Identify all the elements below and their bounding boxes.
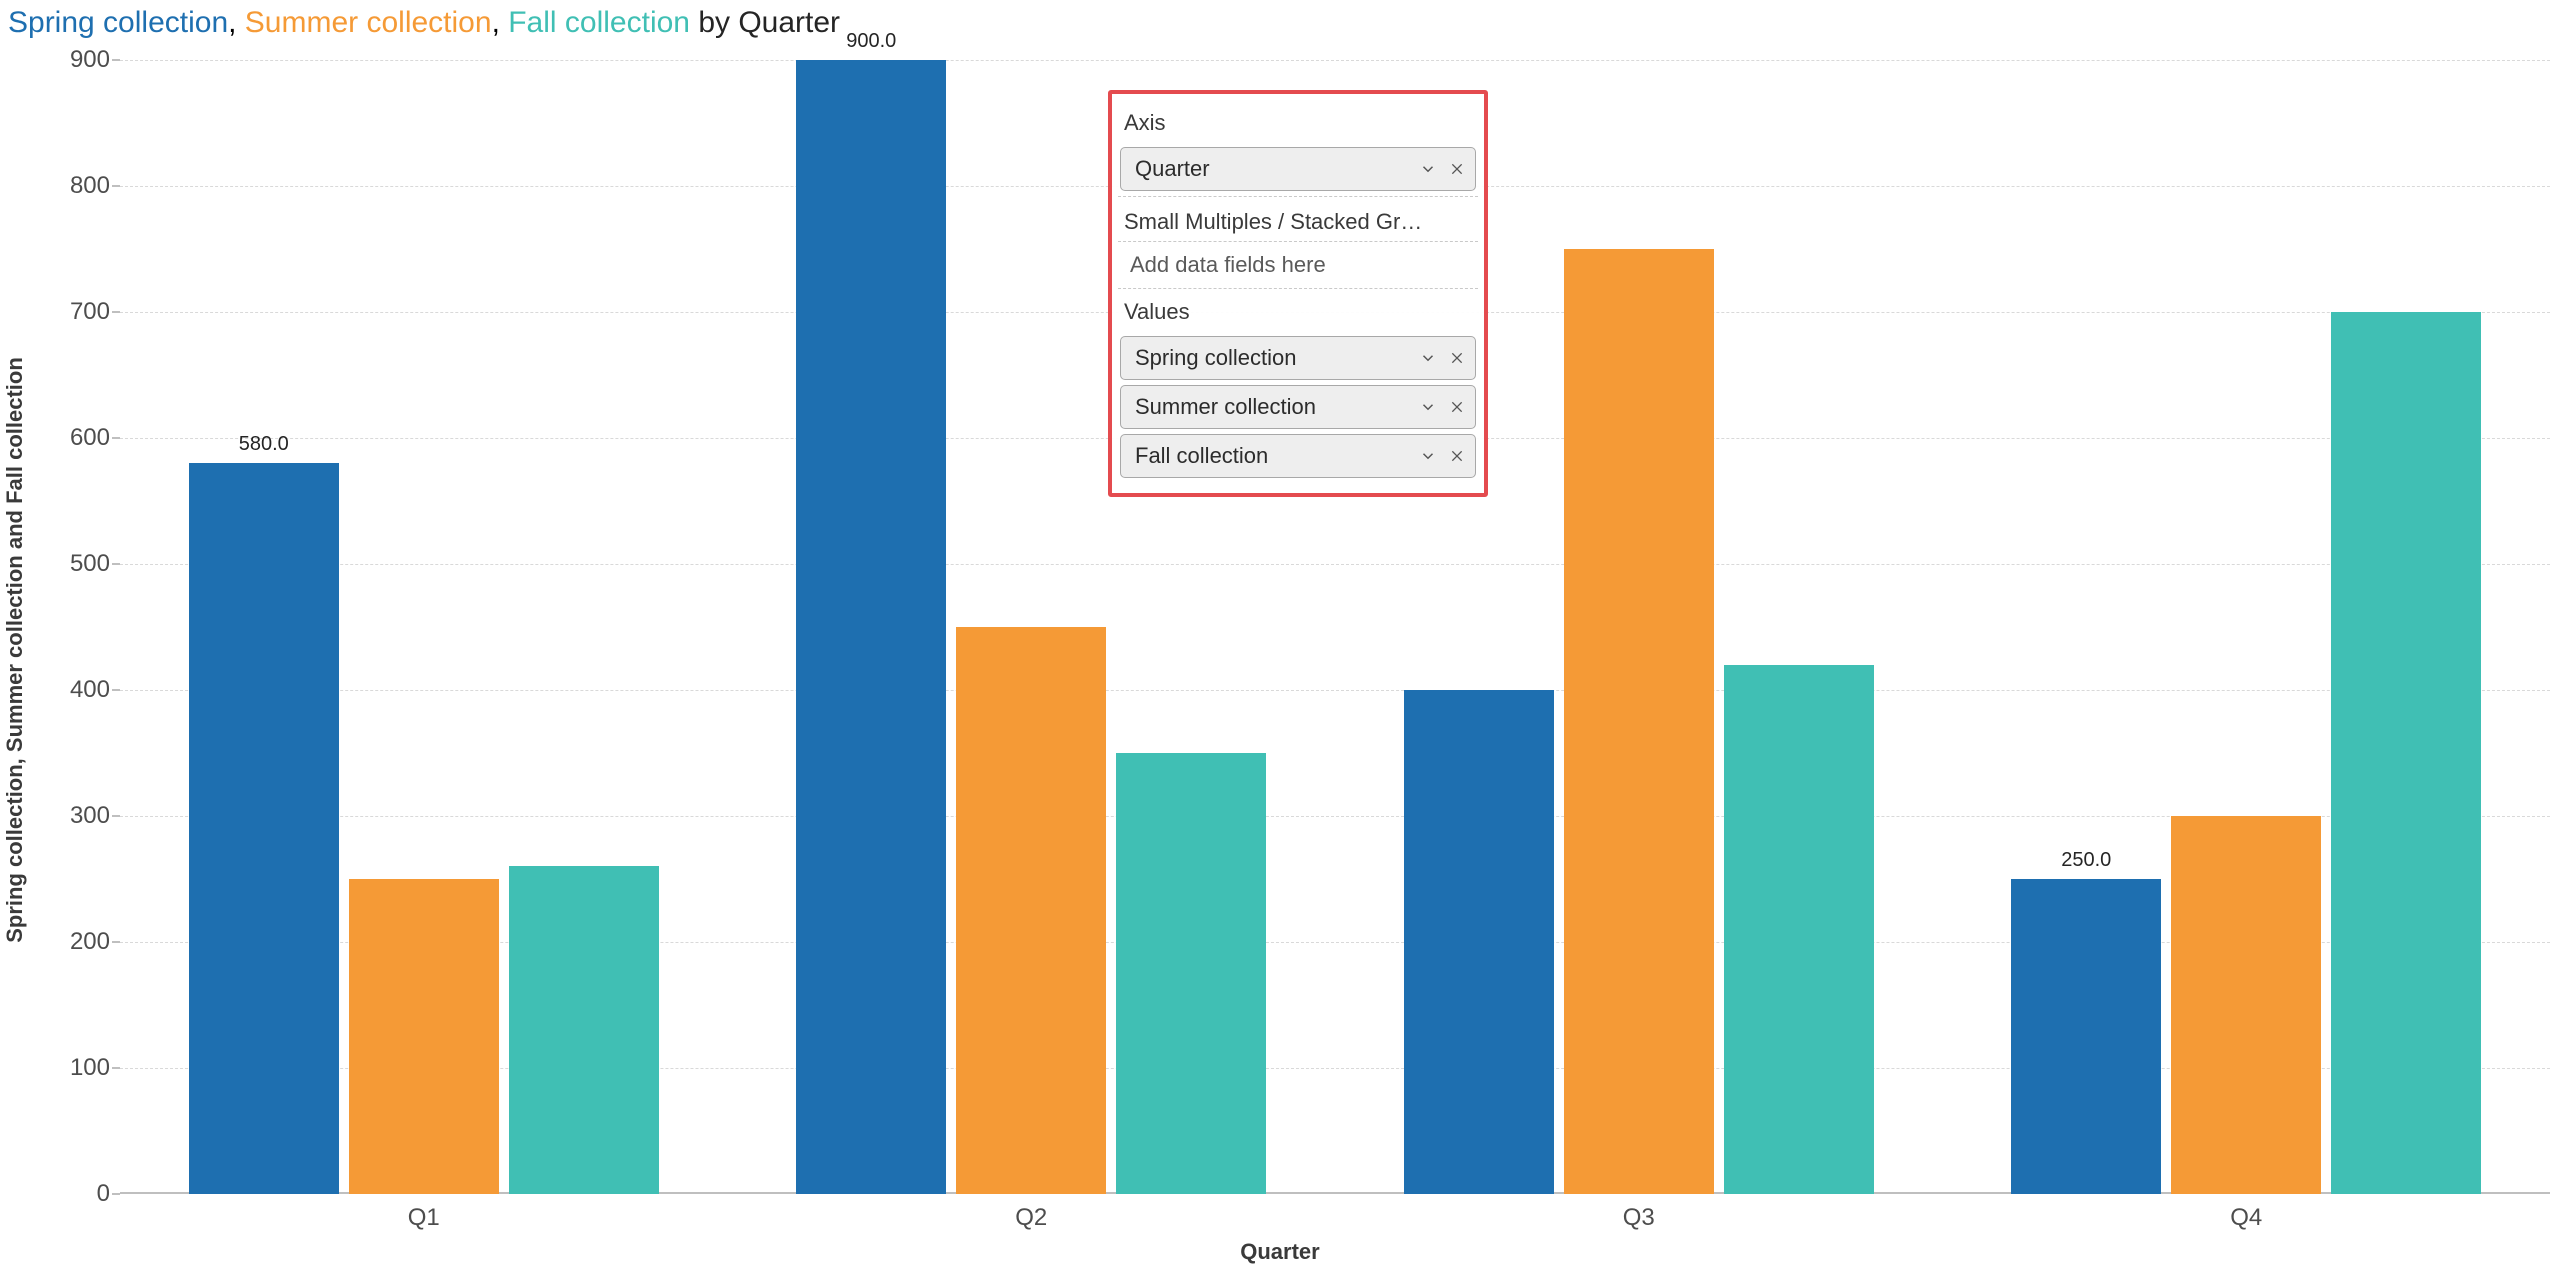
- y-tick-mark: [112, 185, 120, 187]
- bar[interactable]: 250.0: [2011, 879, 2161, 1194]
- y-tick-mark: [112, 815, 120, 817]
- small-multiples-dropzone[interactable]: Add data fields here: [1118, 241, 1478, 289]
- gridline: [120, 60, 2550, 61]
- y-tick: 400: [70, 676, 110, 704]
- close-icon[interactable]: [1449, 448, 1465, 464]
- data-label: 580.0: [239, 433, 289, 456]
- bar[interactable]: [1116, 753, 1266, 1194]
- bar[interactable]: 900.0: [796, 60, 946, 1194]
- field-pill-label: Summer collection: [1135, 394, 1316, 420]
- x-tick: Q3: [1623, 1204, 1655, 1232]
- y-tick: 700: [70, 298, 110, 326]
- y-tick-mark: [112, 59, 120, 61]
- close-icon[interactable]: [1449, 399, 1465, 415]
- chevron-down-icon[interactable]: [1419, 349, 1437, 367]
- y-tick-mark: [112, 1193, 120, 1195]
- data-label: 250.0: [2061, 849, 2111, 872]
- field-wells-panel: Axis Quarter Small Multiples / Stacked Gr……: [1108, 90, 1488, 497]
- field-pill-label: Spring collection: [1135, 345, 1296, 371]
- bar[interactable]: [349, 879, 499, 1194]
- axis-field-pill[interactable]: Quarter: [1120, 147, 1476, 191]
- title-part: Summer collection: [245, 6, 492, 39]
- y-tick: 100: [70, 1054, 110, 1082]
- y-tick: 500: [70, 550, 110, 578]
- bar[interactable]: [509, 866, 659, 1194]
- bar[interactable]: [1564, 249, 1714, 1194]
- y-tick-mark: [112, 563, 120, 565]
- chart-title: Spring collection, Summer collection, Fa…: [8, 6, 840, 40]
- y-tick-mark: [112, 941, 120, 943]
- chevron-down-icon[interactable]: [1419, 160, 1437, 178]
- y-tick: 600: [70, 424, 110, 452]
- close-icon[interactable]: [1449, 350, 1465, 366]
- title-part: Fall collection: [508, 6, 690, 39]
- x-tick: Q1: [408, 1204, 440, 1232]
- y-tick: 800: [70, 172, 110, 200]
- values-field-pill[interactable]: Summer collection: [1120, 385, 1476, 429]
- y-tick: 900: [70, 46, 110, 74]
- y-tick-mark: [112, 689, 120, 691]
- bar[interactable]: 580.0: [189, 463, 339, 1194]
- y-tick-mark: [112, 1067, 120, 1069]
- bar[interactable]: [2331, 312, 2481, 1194]
- values-field-pill[interactable]: Fall collection: [1120, 434, 1476, 478]
- field-pill-label: Quarter: [1135, 156, 1210, 182]
- title-part: Spring collection: [8, 6, 228, 39]
- panel-section-axis-label: Axis: [1118, 100, 1478, 142]
- title-part: by Quarter: [698, 6, 840, 39]
- values-field-pill[interactable]: Spring collection: [1120, 336, 1476, 380]
- y-tick-mark: [112, 437, 120, 439]
- close-icon[interactable]: [1449, 161, 1465, 177]
- gridline: [120, 564, 2550, 565]
- bar[interactable]: [1724, 665, 1874, 1194]
- y-tick-mark: [112, 311, 120, 313]
- y-tick: 200: [70, 928, 110, 956]
- y-axis-title: Spring collection, Summer collection and…: [2, 357, 28, 943]
- chevron-down-icon[interactable]: [1419, 447, 1437, 465]
- data-label: 900.0: [846, 30, 896, 53]
- chevron-down-icon[interactable]: [1419, 398, 1437, 416]
- panel-section-small-label: Small Multiples / Stacked Gr…: [1118, 199, 1478, 241]
- panel-divider: [1118, 196, 1478, 197]
- bar[interactable]: [1404, 690, 1554, 1194]
- y-tick: 0: [97, 1180, 110, 1208]
- gridline: [120, 690, 2550, 691]
- y-tick: 300: [70, 802, 110, 830]
- bar[interactable]: [956, 627, 1106, 1194]
- x-axis-title: Quarter: [1240, 1239, 1319, 1265]
- field-pill-label: Fall collection: [1135, 443, 1268, 469]
- panel-section-values-label: Values: [1118, 289, 1478, 331]
- bar[interactable]: [2171, 816, 2321, 1194]
- x-tick: Q2: [1015, 1204, 1047, 1232]
- x-tick: Q4: [2230, 1204, 2262, 1232]
